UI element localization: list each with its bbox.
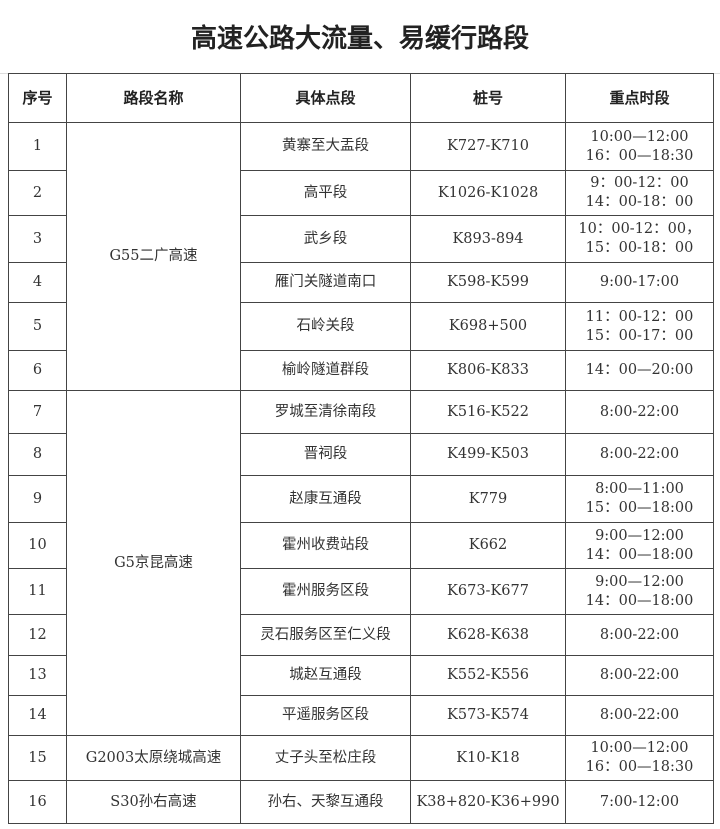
stake-number: K499-K503	[410, 433, 566, 476]
stake-number: K673-K677	[410, 568, 566, 615]
row-number: 11	[8, 568, 67, 615]
point-section: 雁门关隧道南口	[240, 262, 411, 303]
point-section: 罗城至清徐南段	[240, 390, 411, 434]
road-name: G2003太原绕城高速	[66, 735, 241, 781]
stake-number: K628-K638	[410, 614, 566, 656]
peak-time: 8:00-22:00	[565, 695, 714, 736]
point-section: 晋祠段	[240, 433, 411, 476]
stake-number: K552-K556	[410, 655, 566, 696]
document-title: 高速公路大流量、易缓行路段	[0, 0, 720, 74]
peak-time: 9：00-12：00 14：00-18：00	[565, 170, 714, 216]
table-row: 1 G55二广高速 黄寨至大盂段 K727-K710 10:00—12:00 16：00…	[8, 122, 714, 391]
peak-time: 14：00—20:00	[565, 350, 714, 391]
peak-time: 8:00—11:00 15：00—18:00	[565, 475, 714, 523]
stake-number: K779	[410, 475, 566, 523]
row-number: 2	[8, 170, 67, 216]
point-section: 榆岭隧道群段	[240, 350, 411, 391]
table-row: 10 霍州收费站段 K662 9:00—12:00 14：00—18:00	[8, 522, 714, 569]
row-number: 6	[8, 350, 67, 391]
peak-time: 8:00-22:00	[565, 614, 714, 656]
table-row: 9 赵康互通段 K779 8:00—11:00 15：00—18:00	[8, 475, 714, 523]
peak-time: 10：00-12：00， 15：00-18：00	[565, 215, 714, 263]
peak-time: 8:00-22:00	[565, 433, 714, 476]
header-no: 序号	[8, 73, 67, 123]
table-row: 11 霍州服务区段 K673-K677 9:00—12:00 14：00—18:00	[8, 568, 714, 615]
peak-time: 9:00—12:00 14：00—18:00	[565, 568, 714, 615]
row-number: 12	[8, 614, 67, 656]
point-section: 霍州服务区段	[240, 568, 411, 615]
road-name: G55二广高速	[66, 122, 241, 391]
header-road-name: 路段名称	[66, 73, 241, 123]
stake-number: K806-K833	[410, 350, 566, 391]
peak-time: 8:00-22:00	[565, 390, 714, 434]
point-section: 灵石服务区至仁义段	[240, 614, 411, 656]
peak-time: 9:00-17:00	[565, 262, 714, 303]
row-number: 16	[8, 780, 67, 824]
point-section: 平遥服务区段	[240, 695, 411, 736]
stake-number: K727-K710	[410, 122, 566, 171]
peak-time: 9:00—12:00 14：00—18:00	[565, 522, 714, 569]
row-number: 5	[8, 302, 67, 351]
stake-number: K698+500	[410, 302, 566, 351]
peak-time: 8:00-22:00	[565, 655, 714, 696]
table-row: 12 灵石服务区至仁义段 K628-K638 8:00-22:00	[8, 614, 714, 656]
stake-number: K573-K574	[410, 695, 566, 736]
header-time: 重点时段	[565, 73, 714, 123]
point-section: 石岭关段	[240, 302, 411, 351]
peak-time: 7:00-12:00	[565, 780, 714, 824]
table-row: 16 S30孙右高速 孙右、天黎互通段 K38+820-K36+990 7:00-12:…	[8, 780, 714, 824]
point-section: 霍州收费站段	[240, 522, 411, 569]
point-section: 高平段	[240, 170, 411, 216]
row-number: 15	[8, 735, 67, 781]
point-section: 黄寨至大盂段	[240, 122, 411, 171]
table-row: 6 榆岭隧道群段 K806-K833 14：00—20:00	[8, 350, 714, 391]
peak-time: 10:00—12:00 16：00—18:30	[565, 735, 714, 781]
point-section: 孙右、天黎互通段	[240, 780, 411, 824]
stake-number: K893-894	[410, 215, 566, 263]
row-number: 14	[8, 695, 67, 736]
row-number: 3	[8, 215, 67, 263]
table-row: 3 武乡段 K893-894 10：00-12：00， 15：00-18：00	[8, 215, 714, 263]
stake-number: K598-K599	[410, 262, 566, 303]
header-row: 序号 路段名称 具体点段 桩号 重点时段	[8, 73, 714, 123]
table-row: 15 G2003太原绕城高速 丈子头至松庄段 K10-K18 10:00—12:00 1…	[8, 735, 714, 781]
row-number: 4	[8, 262, 67, 303]
stake-number: K10-K18	[410, 735, 566, 781]
point-section: 武乡段	[240, 215, 411, 263]
stake-number: K516-K522	[410, 390, 566, 434]
row-number: 9	[8, 475, 67, 523]
header-point: 具体点段	[240, 73, 411, 123]
stake-number: K662	[410, 522, 566, 569]
table-row: 13 城赵互通段 K552-K556 8:00-22:00	[8, 655, 714, 696]
stake-number: K1026-K1028	[410, 170, 566, 216]
peak-time: 11：00-12：00 15：00-17：00	[565, 302, 714, 351]
road-name: S30孙右高速	[66, 780, 241, 824]
table-row: 7 G5京昆高速 罗城至清徐南段 K516-K522 8:00-22:00	[8, 390, 714, 736]
stake-number: K38+820-K36+990	[410, 780, 566, 824]
row-number: 7	[8, 390, 67, 434]
table-row: 14 平遥服务区段 K573-K574 8:00-22:00	[8, 695, 714, 736]
row-number: 13	[8, 655, 67, 696]
road-name: G5京昆高速	[66, 390, 241, 736]
point-section: 丈子头至松庄段	[240, 735, 411, 781]
header-stake: 桩号	[410, 73, 566, 123]
table-row: 5 石岭关段 K698+500 11：00-12：00 15：00-17：00	[8, 302, 714, 351]
peak-time: 10:00—12:00 16：00—18:30	[565, 122, 714, 171]
row-number: 10	[8, 522, 67, 569]
row-number: 8	[8, 433, 67, 476]
row-number: 1	[8, 122, 67, 171]
congestion-table: 序号 路段名称 具体点段 桩号 重点时段 1 G55二广高速 黄寨至大盂段 K727-K710…	[8, 73, 714, 824]
point-section: 赵康互通段	[240, 475, 411, 523]
point-section: 城赵互通段	[240, 655, 411, 696]
